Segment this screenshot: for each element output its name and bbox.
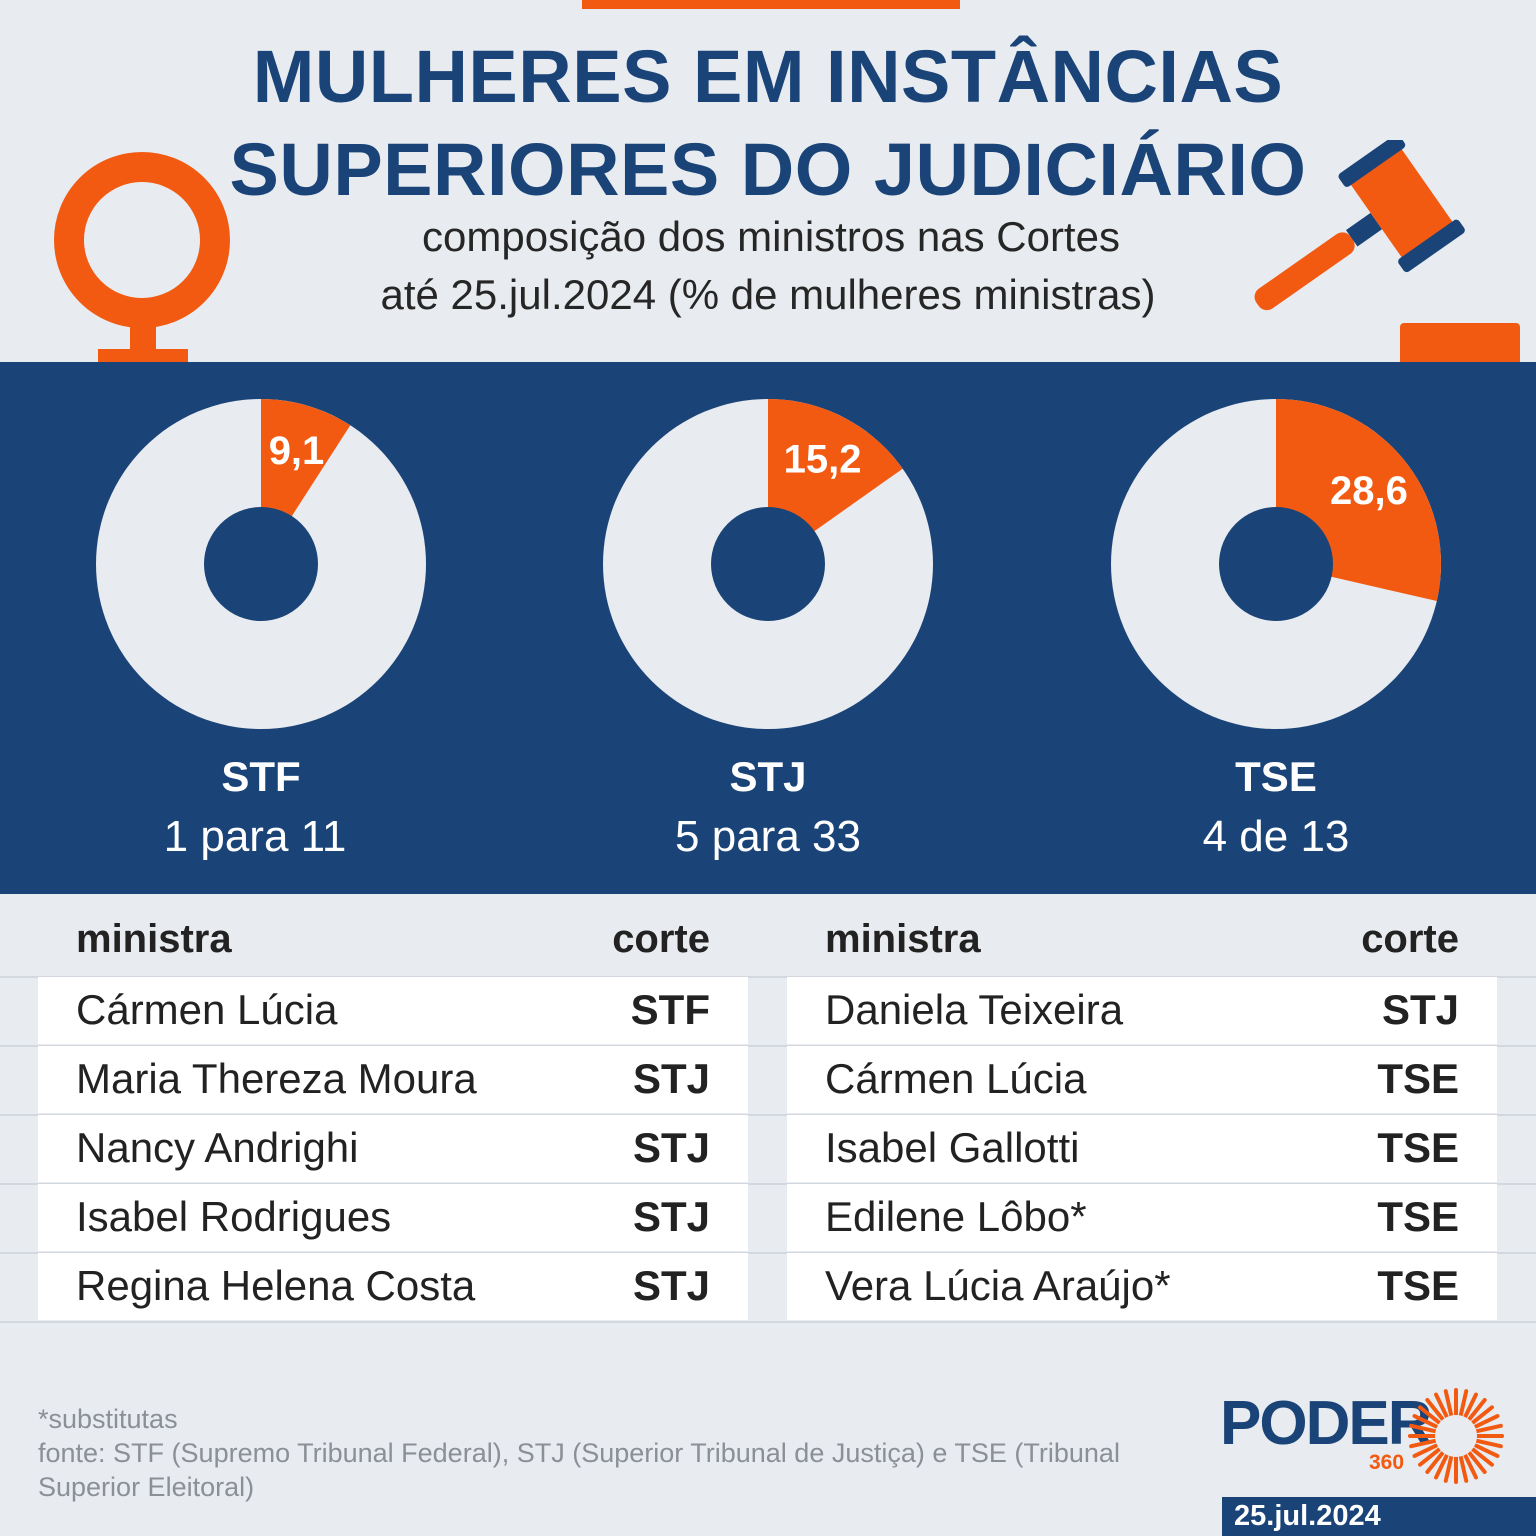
table-row: Cármen Lúcia STF [38,977,748,1044]
table-rule [0,1183,1536,1185]
minister-name: Nancy Andrighi [76,1124,359,1171]
column-header-corte: corte [612,917,710,961]
sun-ray [1471,1405,1494,1425]
sun-ray [1412,1414,1439,1429]
table-row: Edilene Lôbo* TSE [787,1184,1497,1251]
sun-ray [1443,1455,1454,1483]
column-header-ministra: ministra [825,917,981,961]
minister-court: STJ [632,1262,710,1309]
table-header: ministra corte [787,905,1497,977]
ministers-table-left: ministra corte Cármen Lúcia STF Maria Th… [38,905,748,1322]
sun-ray [1463,1392,1478,1419]
logo-number: 360 [1369,1451,1405,1474]
date-badge: 25.jul.2024 [1222,1497,1536,1536]
court-name-stj: STJ [729,753,807,800]
minister-name: Edilene Lôbo* [825,1193,1087,1240]
table-row: Daniela Teixeira STJ [787,977,1497,1044]
subtitle-line-1: composição dos ministros nas Cortes [422,213,1120,260]
sun-ray [1467,1398,1487,1421]
minister-court: TSE [1377,1055,1459,1102]
table-row: Regina Helena Costa STJ [38,1253,748,1320]
ministers-table-right: ministra corte Daniela Teixeira STJ Cárm… [787,905,1497,1322]
sun-ray [1475,1423,1503,1434]
table-rule [0,1114,1536,1116]
sun-ray [1463,1453,1478,1480]
sun-logo-icon [1408,1388,1504,1484]
minister-name: Isabel Gallotti [825,1124,1080,1171]
gavel-icon [1254,140,1520,365]
donut-chart-tse: 28,6 [1111,399,1441,729]
donut-hole [1219,507,1333,621]
column-header-ministra: ministra [76,917,232,961]
top-accent-bar [582,0,960,9]
donut-chart-stj: 15,2 [603,399,933,729]
table-rule [0,1252,1536,1254]
court-name-stf: STF [221,753,301,800]
minister-court: STF [630,986,710,1033]
sun-ray [1412,1443,1439,1458]
minister-name: Cármen Lúcia [76,986,338,1033]
minister-name: Isabel Rodrigues [76,1193,392,1240]
sun-ray [1409,1438,1437,1449]
sun-ray [1443,1389,1454,1417]
sun-ray [1458,1455,1469,1483]
sun-ray [1418,1405,1441,1425]
minister-name: Maria Thereza Moura [76,1055,477,1102]
sun-ray [1473,1414,1500,1429]
sun-ray [1473,1443,1500,1458]
minister-court: STJ [632,1055,710,1102]
footnote-substitutes: *substitutas [38,1404,178,1434]
table-row: Isabel Gallotti TSE [787,1115,1497,1182]
table-row: Isabel Rodrigues STJ [38,1184,748,1251]
minister-name: Regina Helena Costa [76,1262,476,1309]
table-rule [0,1045,1536,1047]
minister-court: TSE [1377,1124,1459,1171]
column-header-corte: corte [1361,917,1459,961]
sun-ray [1467,1451,1487,1474]
minister-court: STJ [632,1193,710,1240]
donut-chart-stf: 9,1 [96,399,426,729]
minister-name: Cármen Lúcia [825,1055,1087,1102]
table-row: Cármen Lúcia TSE [787,1046,1497,1113]
donut-value-label: 9,1 [269,429,325,473]
donut-value-label: 15,2 [784,437,862,481]
donut-hole [204,507,318,621]
sun-ray [1434,1392,1449,1419]
logo-text: PODER [1220,1389,1432,1458]
table-row: Vera Lúcia Araújo* TSE [787,1253,1497,1320]
minister-name: Vera Lúcia Araújo* [825,1262,1171,1309]
source-note: fonte: STF (Supremo Tribunal Federal), S… [38,1438,1120,1502]
minister-court: TSE [1377,1193,1459,1240]
sun-ray [1409,1423,1437,1434]
minister-court: STJ [632,1124,710,1171]
court-name-tse: TSE [1235,753,1317,800]
donut-hole [711,507,825,621]
subtitle-line-2: até 25.jul.2024 (% de mulheres ministras… [380,271,1156,318]
court-ratio-stf: 1 para 11 [163,812,347,861]
sun-ray [1434,1453,1449,1480]
court-ratio-tse: 4 de 13 [1202,812,1350,861]
table-rule [0,1321,1536,1323]
minister-name: Daniela Teixeira [825,986,1124,1033]
court-ratio-stj: 5 para 33 [675,812,861,861]
page-title-line-1: MULHERES EM INSTÂNCIAS [252,35,1284,118]
table-row: Nancy Andrighi STJ [38,1115,748,1182]
sun-ray [1418,1447,1441,1467]
minister-court: STJ [1381,986,1459,1033]
sun-ray [1458,1389,1469,1417]
minister-court: TSE [1377,1262,1459,1309]
table-row: Maria Thereza Moura STJ [38,1046,748,1113]
table-rule [0,976,1536,978]
donut-value-label: 28,6 [1330,469,1408,513]
page-title-line-2: SUPERIORES DO JUDICIÁRIO [229,128,1307,211]
sun-ray [1425,1451,1445,1474]
table-header: ministra corte [38,905,748,977]
sun-ray [1471,1447,1494,1467]
sun-ray [1425,1398,1445,1421]
sun-ray [1475,1438,1503,1449]
